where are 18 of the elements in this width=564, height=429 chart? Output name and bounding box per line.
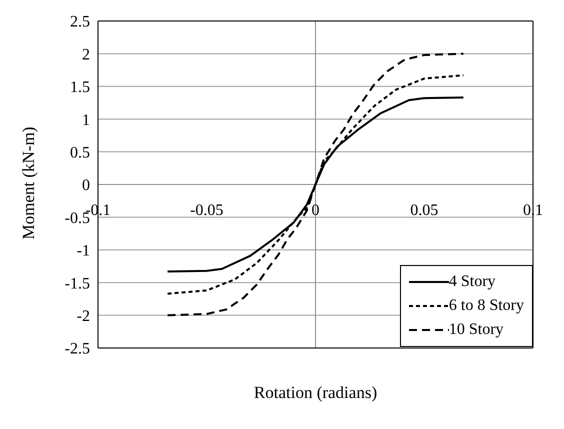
legend-label: 4 Story [448, 273, 496, 291]
y-tick-label: -2 [76, 308, 90, 325]
y-tick-label: -1 [76, 242, 90, 260]
y-tick-label: 1 [82, 112, 90, 129]
y-tick-label: -2.5 [64, 340, 90, 358]
x-tick-label: -0.05 [190, 202, 224, 219]
y-axis-title: Moment (kN-m) [19, 126, 38, 240]
y-tick-label: 2.5 [70, 14, 90, 31]
legend-label: 10 Story [448, 321, 504, 339]
y-tick-label: 1.5 [70, 79, 90, 96]
y-tick-label: 2 [82, 46, 90, 64]
y-tick-label: -1.5 [64, 275, 90, 292]
y-tick-label: 0 [82, 177, 90, 194]
x-tick-label: 0.05 [410, 202, 438, 219]
x-tick-label: 0 [312, 202, 320, 219]
y-tick-label: 0.5 [70, 144, 90, 162]
legend-label: 6 to 8 Story [448, 297, 524, 315]
x-axis-title: Rotation (radians) [254, 383, 378, 402]
